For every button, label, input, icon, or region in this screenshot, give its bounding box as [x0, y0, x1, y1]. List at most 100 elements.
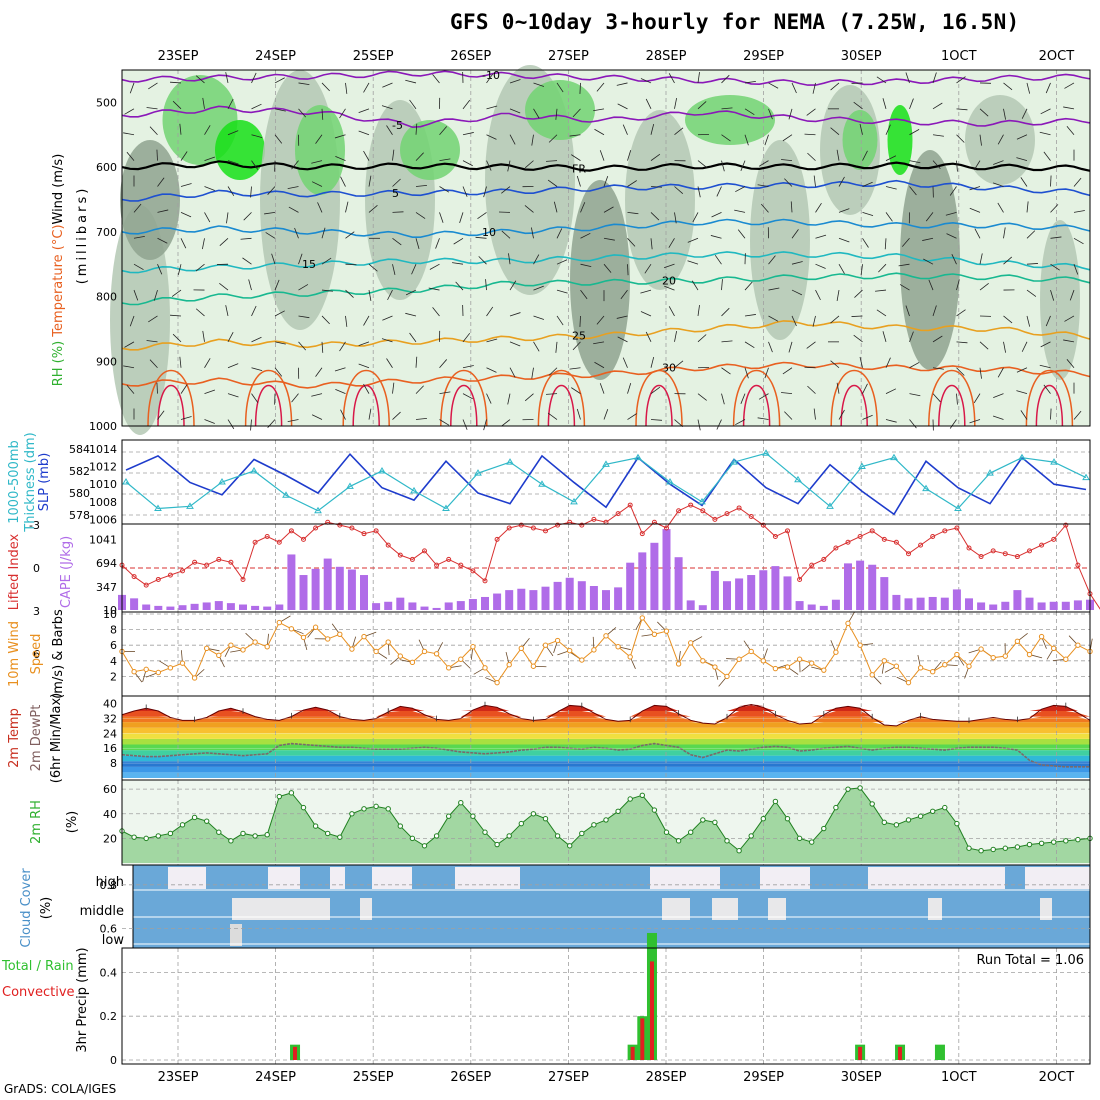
- upper-wind-barb: [949, 419, 957, 429]
- wind-speed-marker: [627, 654, 633, 660]
- upper-wind-barb: [569, 134, 581, 137]
- upper-wind-barb: [674, 127, 684, 136]
- isotherm-label: 5: [392, 187, 399, 200]
- upper-wind-barb: [455, 281, 464, 291]
- thickness-marker: [634, 453, 642, 461]
- upper-wind-barb: [340, 409, 346, 420]
- rh-marker: [240, 830, 246, 837]
- wind-speed-marker: [325, 636, 331, 642]
- wind-speed-marker: [458, 656, 464, 662]
- upper-wind-barb: [392, 211, 404, 213]
- date-label-bottom: 1OCT: [941, 1070, 977, 1085]
- upper-wind-barb: [509, 367, 516, 378]
- upper-wind-barb: [580, 202, 586, 213]
- upper-wind-barb: [265, 232, 276, 239]
- upper-wind-barb: [556, 315, 564, 326]
- date-label-top: 2OCT: [1039, 49, 1075, 64]
- upper-wind-barb: [744, 314, 756, 317]
- cape-bar: [178, 605, 187, 610]
- upper-wind-barb: [363, 150, 370, 161]
- wind-tick: 8: [110, 624, 117, 637]
- upper-wind-barb: [486, 160, 492, 171]
- upper-wind-barb: [227, 98, 234, 110]
- upper-wind-barb: [579, 315, 581, 327]
- upper-wind-barb: [758, 393, 769, 400]
- cape-bar: [529, 590, 538, 610]
- lifted-index-marker: [482, 578, 488, 584]
- rh-marker: [349, 811, 355, 817]
- upper-wind-barb: [807, 385, 816, 394]
- upper-wind-barb: [1003, 82, 1013, 91]
- rh-marker: [470, 813, 476, 819]
- thickness-unit-ylabel: Thickness (dm): [23, 432, 38, 532]
- upper-wind-barb: [650, 186, 663, 188]
- upper-wind-barb: [697, 305, 700, 317]
- upper-wind-barb: [531, 367, 534, 379]
- rh-marker: [942, 804, 948, 811]
- upper-wind-barb: [315, 367, 323, 377]
- cape-bar: [214, 601, 223, 610]
- upper-wind-barb: [784, 411, 793, 420]
- wind-speed-marker: [833, 649, 839, 655]
- rh-marker: [930, 808, 936, 815]
- upper-wind-barb: [979, 341, 989, 350]
- upper-wind-barb: [813, 408, 816, 420]
- upper-wind-barb: [321, 108, 324, 120]
- cape-bar: [493, 593, 502, 610]
- wind-speed-marker: [131, 669, 137, 675]
- upper-wind-barb: [321, 341, 324, 353]
- wind-speed-marker: [615, 644, 621, 650]
- upper-wind-barb: [509, 108, 521, 114]
- lifted-index-tick: -3: [29, 519, 40, 532]
- cape-bar: [1025, 597, 1034, 610]
- lifted-index-marker: [506, 525, 512, 531]
- lifted-index-marker: [167, 572, 173, 578]
- isotherm-label: 20: [662, 274, 676, 287]
- cloud-clear-high: [330, 867, 345, 889]
- lifted-index-marker: [264, 534, 270, 540]
- wind-speed-marker: [337, 631, 343, 637]
- wind-speed-marker: [857, 642, 863, 648]
- thickness-marker: [730, 458, 738, 465]
- upper-wind-barb: [439, 391, 451, 395]
- upper-wind-barb: [415, 417, 427, 420]
- upper-wind-barb: [1050, 175, 1052, 187]
- cape-bar: [674, 557, 683, 610]
- lifted-index-marker: [409, 556, 415, 562]
- wind-speed-marker: [809, 660, 815, 666]
- upper-wind-barb: [267, 186, 276, 195]
- upper-wind-barb: [509, 280, 517, 291]
- cape-bar: [916, 597, 925, 610]
- rh-marker: [1051, 839, 1057, 845]
- upper-wind-barb: [735, 419, 746, 426]
- temperature-band: [122, 772, 1090, 778]
- rh-marker: [700, 817, 706, 823]
- surface-isotherm: [742, 384, 771, 427]
- lifted-index-marker: [180, 568, 185, 574]
- cloud-row-label: low: [102, 933, 125, 948]
- upper-wind-barb: [744, 81, 756, 84]
- upper-wind-barb: [227, 331, 234, 343]
- temperature-band: [122, 705, 1090, 712]
- upper-wind-barb: [243, 212, 252, 221]
- slp-tick: 1012: [89, 461, 117, 474]
- upper-wind-barb: [195, 263, 205, 272]
- cape-bar: [166, 606, 175, 610]
- upper-wind-barb: [1040, 108, 1051, 115]
- rh2m-unit-ylabel: (%): [65, 811, 80, 834]
- upper-wind-barb: [580, 263, 592, 268]
- upper-wind-barb: [579, 82, 581, 94]
- rh-label: RH (%): [51, 337, 66, 387]
- cape-bar: [650, 542, 659, 610]
- cape-tick: 10: [103, 604, 117, 617]
- convective-bar: [649, 961, 654, 1060]
- cloud-clear-high: [268, 867, 300, 889]
- wind-speed-marker: [1002, 653, 1008, 659]
- rh-marker: [591, 822, 597, 828]
- upper-wind-barb: [439, 419, 450, 426]
- upper-wind-barb: [674, 186, 684, 195]
- upper-wind-barb: [204, 125, 211, 135]
- upper-wind-barb: [428, 287, 440, 291]
- thickness-marker: [1018, 453, 1026, 461]
- lifted-index-marker: [1063, 522, 1069, 528]
